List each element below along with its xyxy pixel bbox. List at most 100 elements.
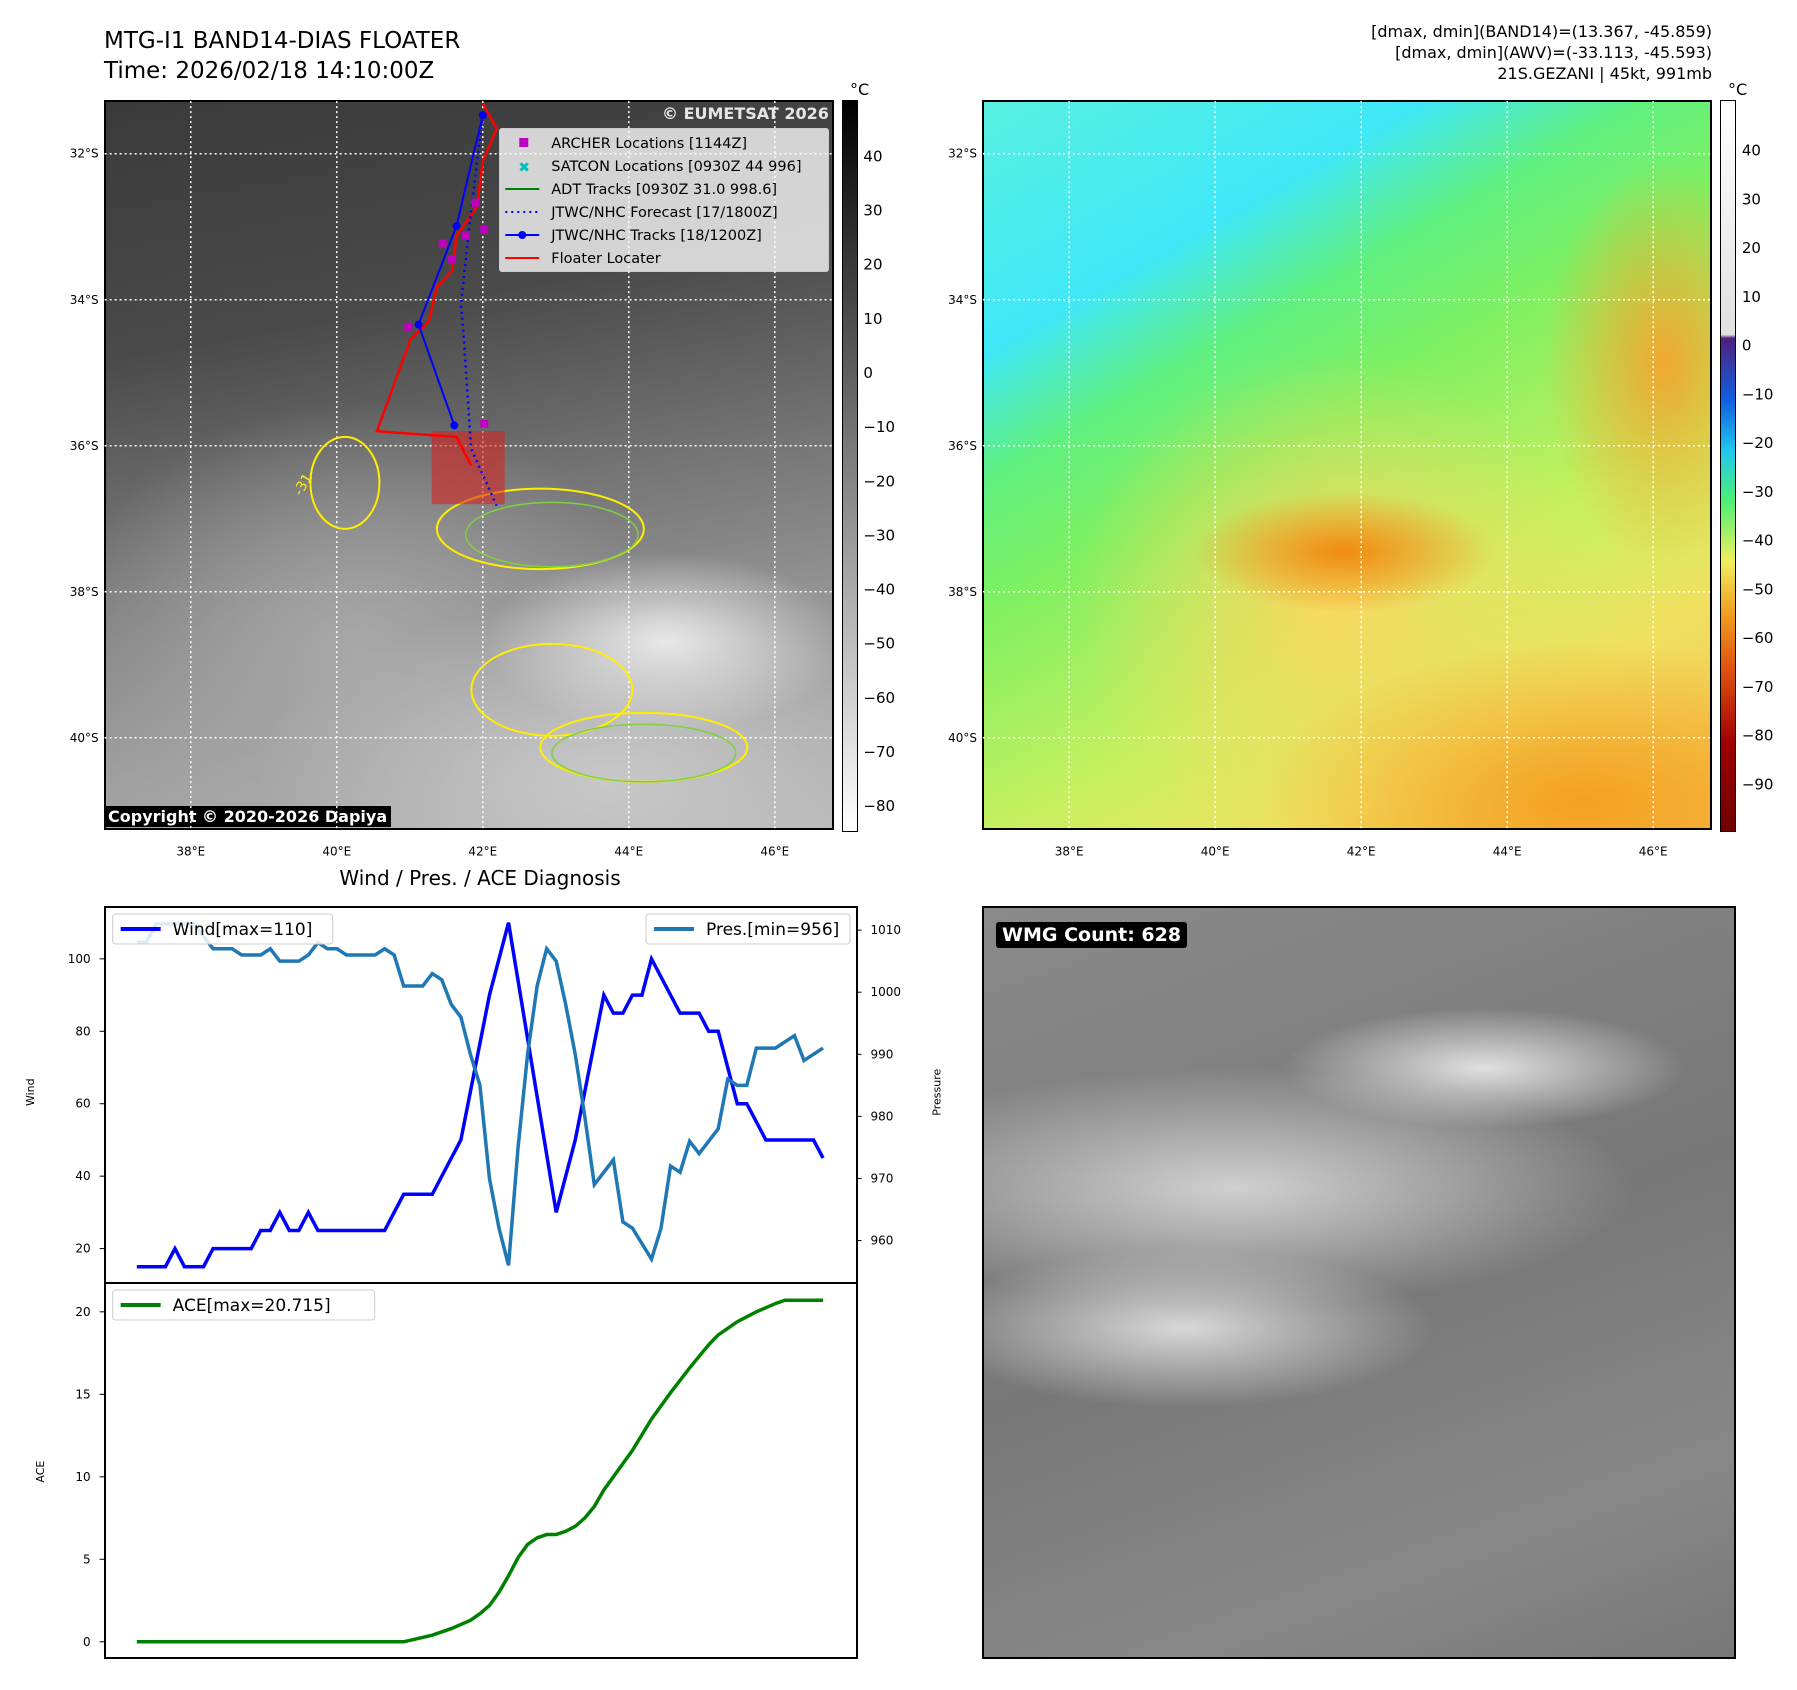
lon-tick-label: 44°E <box>1493 844 1522 858</box>
legend-wind-text: Wind[max=110] <box>173 920 313 940</box>
contour-cold-cloud <box>470 642 634 737</box>
legend-entry: ADT Tracks [0930Z 31.0 998.6] <box>551 182 777 198</box>
contour-adt <box>551 723 737 783</box>
wind-tick-label: 100 <box>68 952 91 966</box>
lat-tick-label: 40°S <box>70 731 99 745</box>
legend-marker <box>518 231 527 239</box>
wind-tick-label: 60 <box>75 1097 90 1111</box>
colorbar-awv-tick: −20 <box>1742 434 1774 452</box>
awv-map <box>982 100 1712 830</box>
wind-tick-label: 40 <box>75 1169 90 1183</box>
colorbar-ir-tick: −70 <box>863 743 895 761</box>
ace-tick-label: 5 <box>83 1552 91 1566</box>
legend-pressure-box <box>645 913 851 945</box>
lon-tick-label: 38°E <box>1055 844 1084 858</box>
copyright: Copyright © 2020-2026 Dapiya <box>104 806 392 827</box>
colorbar-ir-tick: −20 <box>863 472 895 490</box>
contour-cold-cloud <box>309 435 381 530</box>
legend-satcon-marker: ✖ <box>518 160 530 176</box>
legend-ace-box <box>112 1289 376 1321</box>
colorbar-awv-tick: −30 <box>1742 483 1774 501</box>
ace-plot <box>104 1282 858 1659</box>
jtwc-track-point <box>452 222 461 231</box>
lat-tick-label: 40°S <box>948 731 977 745</box>
colorbar-awv-tick: −40 <box>1742 532 1774 550</box>
colorbar-awv-tick: 40 <box>1742 142 1761 160</box>
wmg-count: WMG Count: 628 <box>996 922 1188 948</box>
colorbar-awv-tick: −80 <box>1742 727 1774 745</box>
contour-adt <box>464 501 639 568</box>
colorbar-awv-tick: −60 <box>1742 629 1774 647</box>
contour-cold-cloud <box>435 487 645 571</box>
info-band14: [dmax, dmin](BAND14)=(13.367, -45.859) <box>1371 22 1712 41</box>
ace-tick-label: 0 <box>83 1635 91 1649</box>
floater-track <box>375 102 499 467</box>
lon-tick-label: 46°E <box>760 844 789 858</box>
colorbar-ir-tick: −40 <box>863 581 895 599</box>
colorbar-awv-tick: 20 <box>1742 239 1761 257</box>
colorbar-awv-tick: 10 <box>1742 288 1761 306</box>
colorbar-ir-tick: −80 <box>863 797 895 815</box>
pres-tick-label: 1000 <box>871 985 902 999</box>
lat-tick-label: 32°S <box>70 147 99 161</box>
wind-tick-label: 80 <box>75 1024 90 1038</box>
legend-archer-marker <box>519 138 529 147</box>
colorbar-ir-tick: 20 <box>863 256 882 274</box>
colorbar-ir-tick: −60 <box>863 689 895 707</box>
figure-time: Time: 2026/02/18 14:10:00Z <box>104 58 435 84</box>
pres-tick-label: 960 <box>871 1234 894 1248</box>
colorbar-awv <box>1720 100 1736 832</box>
lat-tick-label: 34°S <box>948 293 977 307</box>
colorbar-ir-tick: −30 <box>863 526 895 544</box>
lat-tick-label: 36°S <box>70 439 99 453</box>
archer-point <box>480 419 489 428</box>
wind-tick-label: 20 <box>75 1242 90 1256</box>
lat-tick-label: 38°S <box>70 585 99 599</box>
colorbar-ir <box>842 100 858 832</box>
watermark: © EUMETSAT 2026 <box>662 104 829 123</box>
pres-tick-label: 970 <box>871 1171 894 1185</box>
legend-pressure-text: Pres.[min=956] <box>706 920 839 940</box>
colorbar-ir-tick: 10 <box>863 310 882 328</box>
floater-box <box>431 431 505 505</box>
colorbar-ir-tick: 40 <box>863 147 882 165</box>
legend <box>499 128 829 272</box>
info-awv: [dmax, dmin](AWV)=(-33.113, -45.593) <box>1395 43 1712 62</box>
archer-point <box>404 322 413 331</box>
lon-tick-label: 42°E <box>468 844 497 858</box>
lat-tick-label: 34°S <box>70 293 99 307</box>
ace-tick-label: 10 <box>75 1470 90 1484</box>
colorbar-awv-tick: −50 <box>1742 580 1774 598</box>
legend-entry: Floater Locater <box>551 251 660 267</box>
archer-point <box>480 225 489 234</box>
lon-tick-label: 44°E <box>614 844 643 858</box>
legend-wind-box <box>112 913 334 945</box>
figure-title: MTG-I1 BAND14-DIAS FLOATER <box>104 28 461 54</box>
pressure-line <box>136 922 825 1266</box>
colorbar-ir-tick: 30 <box>863 202 882 220</box>
ace-line <box>136 1298 824 1644</box>
wmg-panel <box>982 906 1736 1659</box>
colorbar-awv-unit: °C <box>1728 80 1748 99</box>
colorbar-awv-tick: 30 <box>1742 190 1761 208</box>
lon-tick-label: 40°E <box>322 844 351 858</box>
lon-tick-label: 42°E <box>1347 844 1376 858</box>
jtwc-track-point <box>414 320 423 329</box>
legend-entry: SATCON Locations [0930Z 44 996] <box>551 159 801 175</box>
colorbar-awv-tick: −10 <box>1742 385 1774 403</box>
archer-point <box>448 255 457 264</box>
archer-point <box>471 198 480 207</box>
colorbar-ir-tick: 0 <box>863 364 873 382</box>
wind-axis-label: Wind <box>24 1078 37 1106</box>
legend-entry: JTWC/NHC Forecast [17/1800Z] <box>550 205 777 221</box>
archer-point <box>462 231 471 240</box>
info-storm: 21S.GEZANI | 45kt, 991mb <box>1497 64 1712 83</box>
legend-ace-text: ACE[max=20.715] <box>173 1296 331 1316</box>
diag-title: Wind / Pres. / ACE Diagnosis <box>339 866 621 890</box>
pressure-axis-label: Pressure <box>930 1069 943 1116</box>
colorbar-awv-tick: −90 <box>1742 775 1774 793</box>
legend-entry: JTWC/NHC Tracks [18/1200Z] <box>550 228 762 244</box>
lat-tick-label: 32°S <box>948 147 977 161</box>
lon-tick-label: 40°E <box>1201 844 1230 858</box>
